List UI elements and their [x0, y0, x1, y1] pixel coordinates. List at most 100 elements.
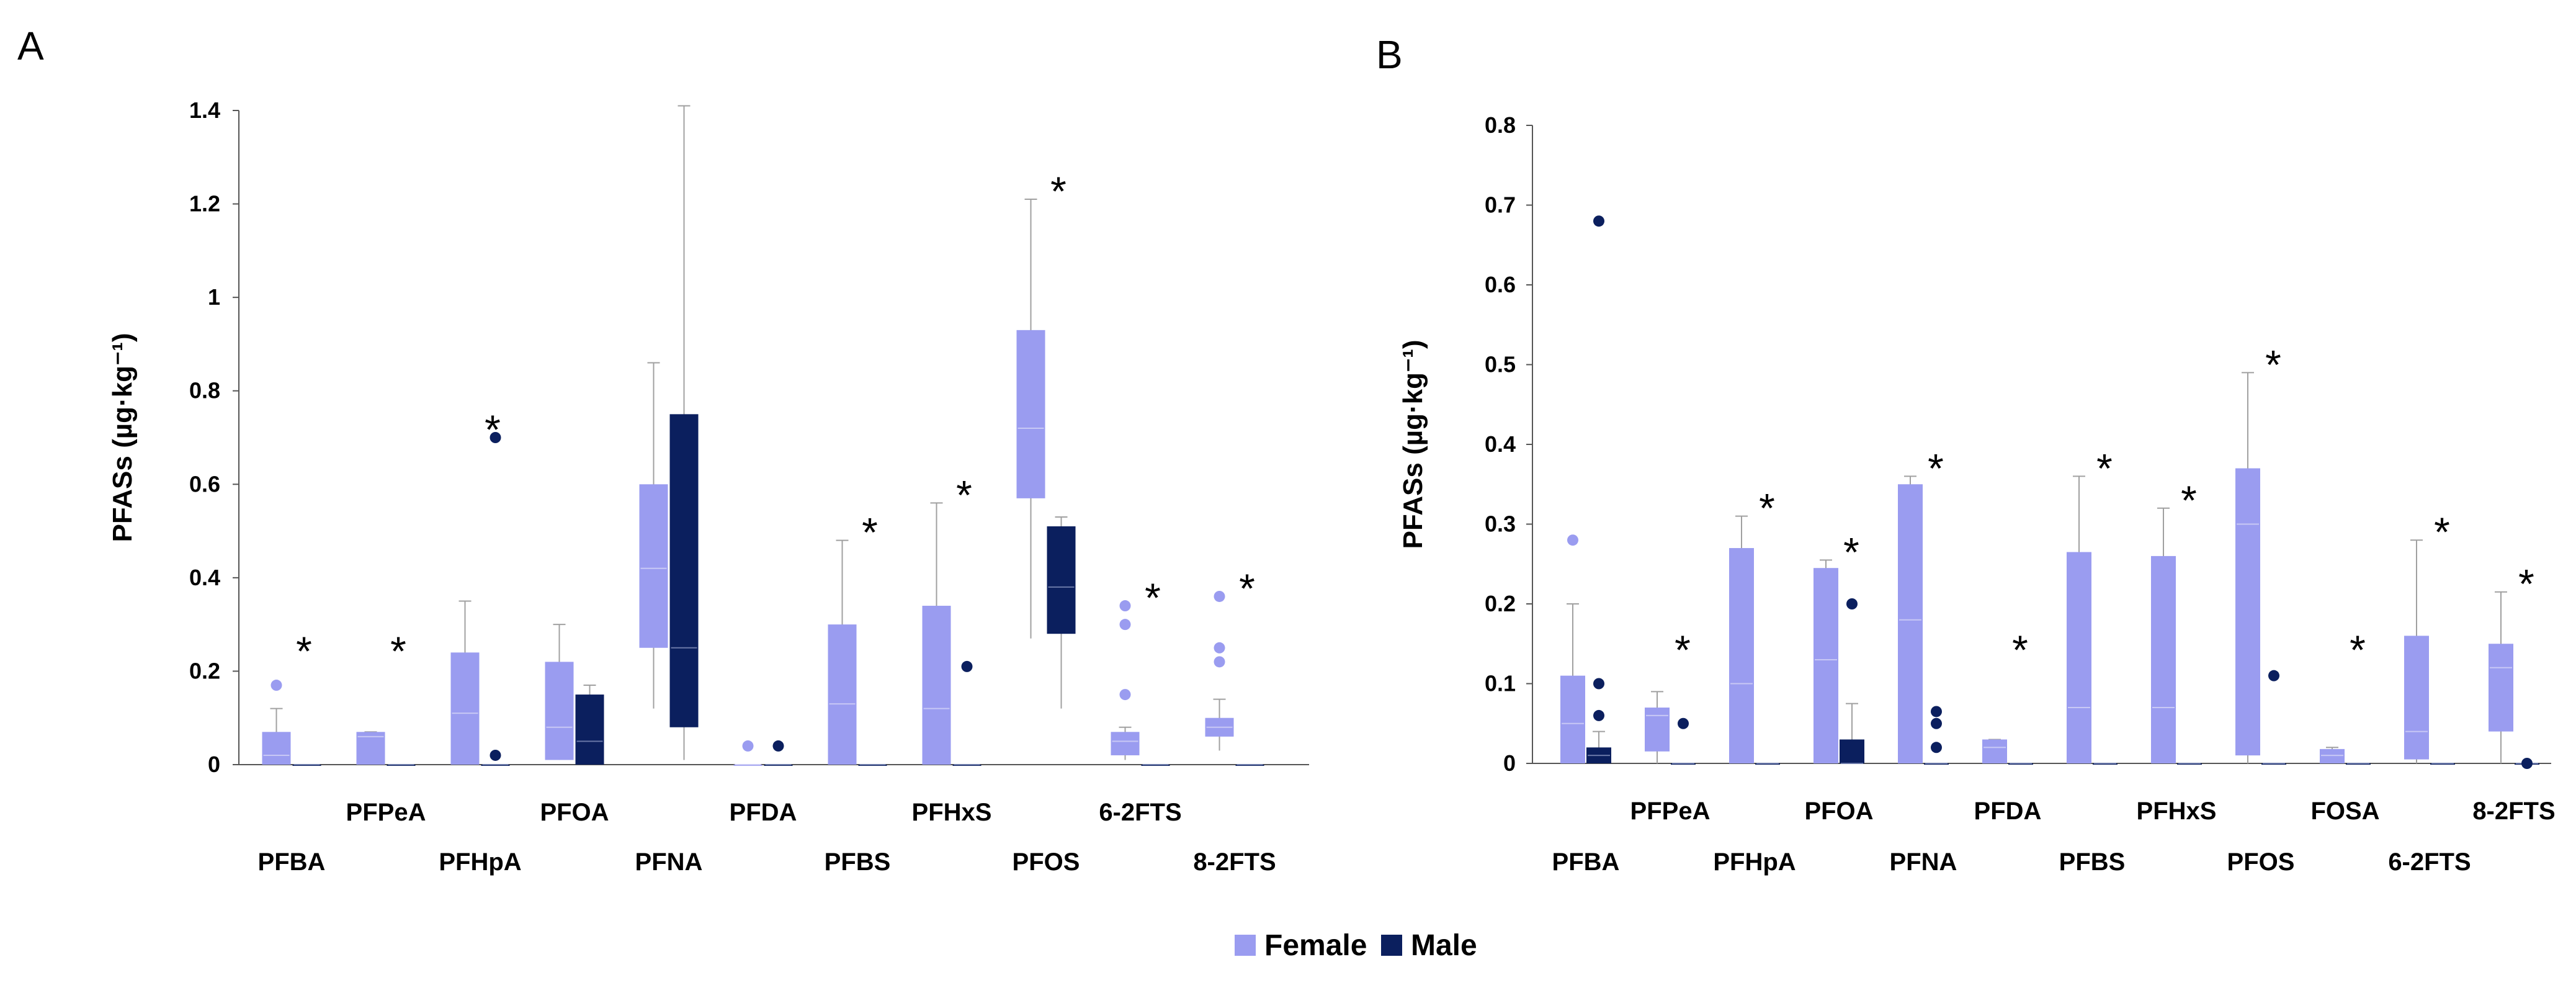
category-label: PFHpA	[439, 848, 521, 876]
significance-star: *	[296, 628, 312, 674]
outlier-point-female	[1567, 534, 1578, 546]
y-axis-label: PFASs (µg·kg⁻¹)	[107, 333, 138, 542]
category-label: PFBA	[1552, 848, 1620, 876]
outlier-point-female	[742, 740, 754, 752]
category-label: PFHxS	[2137, 798, 2217, 825]
significance-star: *	[2350, 627, 2366, 673]
outlier-point-male	[1931, 742, 1942, 753]
outlier-point-male	[490, 749, 501, 761]
outlier-point-male	[1931, 706, 1942, 717]
box-female	[1813, 568, 1838, 763]
y-tick-label: 0.4	[189, 565, 220, 590]
box-male	[669, 414, 699, 727]
box-female	[545, 662, 574, 760]
y-tick-label: 0.8	[189, 378, 220, 403]
significance-star: *	[1928, 445, 1944, 491]
outlier-point-male	[1846, 598, 1858, 609]
y-tick-label: 0.5	[1485, 352, 1516, 377]
panel-label-b: B	[1376, 32, 1403, 77]
box-female	[1016, 330, 1045, 498]
category-label: PFBS	[825, 848, 891, 876]
legend: Female Male	[1235, 929, 1477, 962]
box-male	[575, 695, 604, 765]
category-label: PFOS	[1013, 848, 1080, 876]
legend-swatch-male	[1381, 935, 1402, 956]
y-tick-label: 0.8	[1485, 112, 1516, 138]
outlier-point-female	[1214, 590, 1225, 602]
outlier-point-female	[1214, 642, 1225, 654]
outlier-point-male	[1931, 717, 1942, 729]
significance-star: *	[2434, 509, 2450, 555]
y-axis-label: PFASs (µg·kg⁻¹)	[1398, 339, 1428, 549]
category-label: PFNA	[1890, 848, 1957, 876]
outlier-point-male	[2521, 758, 2533, 769]
chart-a: 0 0.2 0.4 0.6 0.8 1 1.2 1.4 PFASs (µg·kg⁻¹) * PFBA…	[107, 97, 1309, 876]
box-female	[2404, 636, 2429, 760]
outlier-point-male	[1678, 717, 1689, 729]
box-female	[1645, 708, 1670, 752]
box-female	[922, 606, 951, 765]
y-tick-label: 0.4	[1485, 431, 1516, 457]
y-tick-label: 0.7	[1485, 192, 1516, 218]
box-female	[450, 652, 480, 765]
outlier-point-female	[1119, 600, 1131, 612]
outlier-point-male	[772, 740, 784, 752]
y-tick-label: 0.2	[1485, 591, 1516, 616]
box-female	[1560, 675, 1585, 763]
significance-star: *	[485, 407, 501, 452]
box-female	[262, 732, 291, 765]
box-female	[2235, 468, 2260, 756]
y-tick-label: 0	[1503, 750, 1516, 776]
category-label: PFPeA	[346, 799, 426, 826]
significance-star: *	[956, 472, 972, 518]
y-tick-label: 1.4	[189, 97, 220, 123]
y-tick-label: 0	[208, 752, 220, 777]
box-female	[828, 624, 857, 765]
box-female	[2320, 748, 2345, 763]
y-tick-label: 0.6	[189, 471, 220, 497]
box-male	[1047, 526, 1076, 634]
legend-swatch-female	[1235, 935, 1256, 956]
category-label: PFNA	[635, 848, 703, 876]
category-label: 8-2FTS	[1193, 848, 1276, 876]
significance-star: *	[2012, 627, 2028, 673]
category-label: PFHxS	[912, 799, 992, 826]
significance-star: *	[1675, 627, 1691, 673]
y-tick-label: 0.2	[189, 658, 220, 683]
box-female	[1729, 548, 1754, 763]
outlier-point-female	[271, 680, 282, 691]
box-female	[2067, 552, 2091, 763]
y-tick-label: 1.2	[189, 191, 220, 217]
outlier-point-female	[1119, 689, 1131, 701]
chart-b: 0 0.1 0.2 0.3 0.4 0.5 0.6 0.7 0.8 PFASs (µg·kg⁻¹)…	[1398, 112, 2556, 876]
box-female	[1898, 484, 1923, 763]
outlier-point-female	[1119, 619, 1131, 631]
legend-label-female: Female	[1264, 929, 1367, 962]
y-tick-label: 0.1	[1485, 671, 1516, 696]
category-label: PFDA	[730, 799, 797, 826]
significance-star: *	[2518, 561, 2534, 607]
significance-star: *	[2096, 445, 2113, 491]
significance-star: *	[2265, 341, 2281, 387]
box-female	[1982, 739, 2007, 763]
category-label: PFBA	[258, 848, 326, 876]
category-label: PFOS	[2227, 848, 2295, 876]
y-tick-label: 1	[208, 284, 220, 310]
category-label: 8-2FTS	[2472, 798, 2555, 825]
outlier-point-male	[1593, 709, 1604, 721]
box-female	[1111, 732, 1140, 755]
significance-star: *	[1759, 485, 1775, 531]
significance-star: *	[1239, 565, 1255, 611]
category-label: PFOA	[540, 799, 609, 826]
y-tick-label: 0.3	[1485, 511, 1516, 537]
significance-star: *	[862, 510, 878, 555]
category-label: PFHpA	[1713, 848, 1796, 876]
box-female	[2151, 555, 2176, 763]
outlier-point-male	[2268, 670, 2279, 681]
panel-label-a: A	[17, 24, 44, 68]
category-label: 6-2FTS	[2388, 848, 2471, 876]
category-label: PFOA	[1804, 798, 1873, 825]
legend-label-male: Male	[1411, 929, 1477, 962]
outlier-point-male	[1593, 678, 1604, 690]
